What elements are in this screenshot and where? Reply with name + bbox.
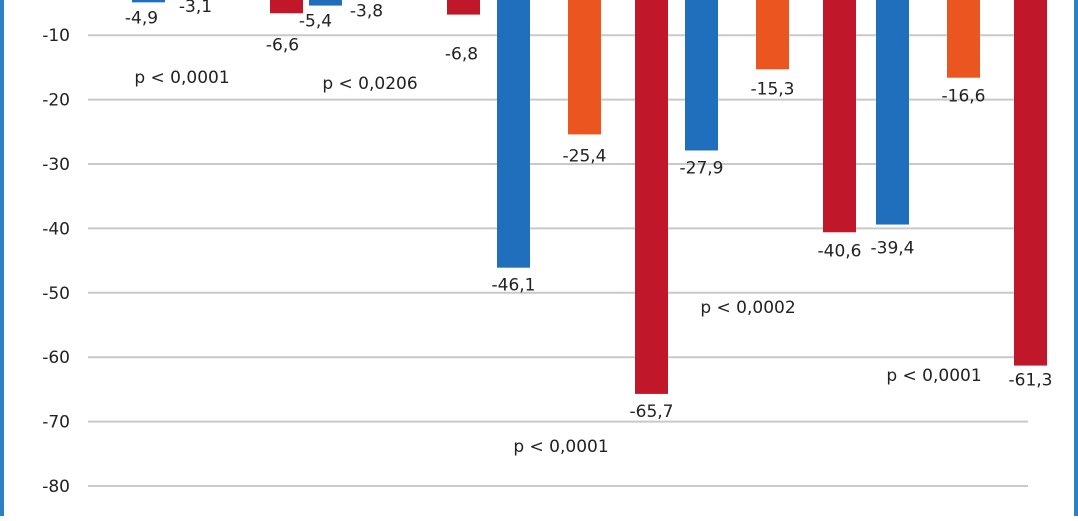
data-label: -6,8 — [445, 45, 478, 65]
bar — [823, 0, 856, 233]
grid-layer — [88, 34, 1028, 487]
bar — [947, 0, 980, 78]
bar — [635, 0, 668, 394]
bar — [876, 0, 909, 225]
bar — [756, 0, 789, 70]
y-tick-label: -50 — [42, 284, 70, 304]
y-tick-label: -60 — [42, 348, 70, 368]
data-label: -3,1 — [179, 0, 212, 17]
bar — [1014, 0, 1047, 366]
y-tick-label: -30 — [42, 155, 70, 175]
p-value-label: p < 0,0001 — [134, 68, 229, 88]
bar — [270, 0, 303, 14]
p-value-label: p < 0,0001 — [513, 437, 608, 457]
bar — [132, 0, 165, 3]
bar-chart: -10 -20 -30 -40 -50 -60 -70 -80 -4,9 -5,4 -46,1 -27… — [42, 0, 1053, 497]
p-value-label: p < 0,0206 — [322, 74, 417, 94]
bar — [568, 0, 601, 135]
data-label: -16,6 — [942, 87, 986, 107]
data-label: -15,3 — [751, 79, 795, 99]
y-tick-label: -80 — [42, 477, 70, 497]
data-label: -27,9 — [680, 158, 724, 178]
y-tick-label: -10 — [42, 26, 70, 46]
bar — [447, 0, 480, 15]
data-label: -46,1 — [492, 276, 536, 296]
label-layer: -10 -20 -30 -40 -50 -60 -70 -80 -4,9 -5,4 -46,1 -27… — [42, 0, 1052, 497]
data-label: -4,9 — [125, 8, 158, 28]
bar — [497, 0, 530, 268]
data-label: -65,7 — [630, 402, 674, 422]
data-label: -25,4 — [563, 146, 607, 166]
data-label: -40,6 — [818, 241, 862, 261]
p-value-label: p < 0,0001 — [886, 366, 981, 386]
y-tick-label: -40 — [42, 219, 70, 239]
bar — [685, 0, 718, 151]
p-value-label: p < 0,0002 — [700, 298, 795, 318]
data-label: -5,4 — [299, 12, 332, 32]
data-label: -39,4 — [871, 239, 915, 259]
data-label: -3,8 — [350, 1, 383, 21]
data-label: -61,3 — [1009, 371, 1053, 391]
y-tick-label: -70 — [42, 413, 70, 433]
bar-layer — [132, 0, 1047, 394]
y-tick-label: -20 — [42, 91, 70, 111]
data-label: -6,6 — [266, 35, 299, 55]
bar — [309, 0, 342, 6]
